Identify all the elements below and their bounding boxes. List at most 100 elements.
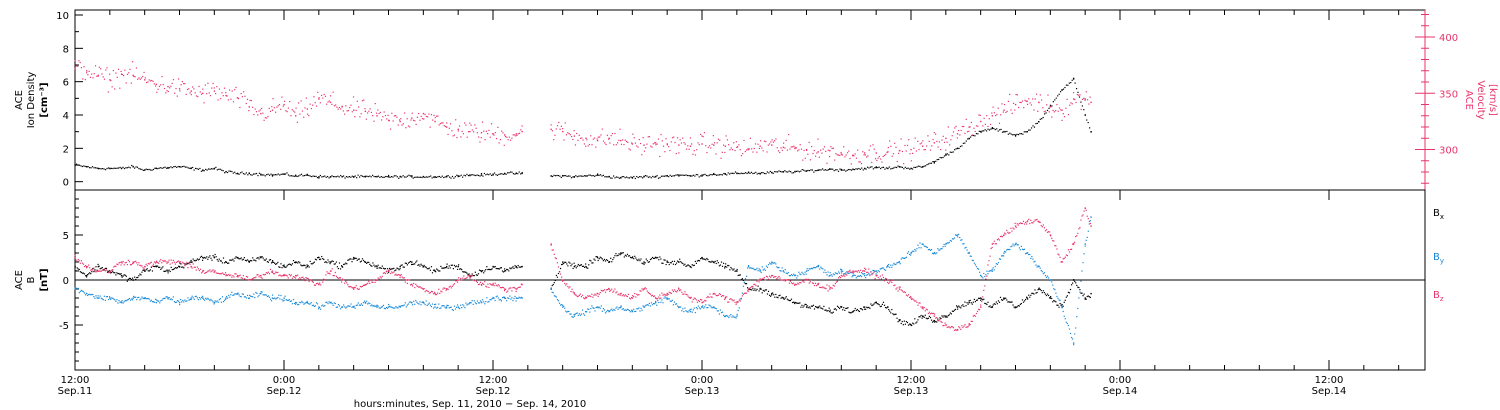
b-point [585,296,587,298]
b-point [1055,292,1057,294]
b-point [473,275,475,277]
velocity-point [942,135,944,137]
velocity-point [179,90,181,92]
b-point [372,281,374,284]
b-point [357,288,359,290]
velocity-point [327,101,329,103]
b-point [1086,236,1088,238]
b-point [1081,270,1083,272]
b-point [844,275,846,277]
b-point [783,271,785,273]
b-point [398,274,400,276]
b-point [941,315,943,317]
b-point [972,301,974,303]
b-point [344,306,346,308]
density-point [480,172,483,175]
b-point [959,306,961,308]
b-point [887,265,889,268]
density-point [946,153,948,155]
b-point [187,262,189,265]
b-point [1063,315,1065,317]
velocity-point [1019,101,1021,103]
b-point [951,310,954,312]
b-point [718,265,721,267]
b-point [478,302,481,304]
b-point [772,262,774,264]
b-point [142,297,144,299]
b-point [603,309,606,311]
density-point [325,176,327,178]
density-point [791,172,793,174]
velocity-point [126,73,129,76]
b-point [784,297,786,299]
b-point [1036,218,1038,221]
b-point [684,263,686,265]
b-point [759,288,761,290]
density-point [210,168,213,170]
b-point [773,262,775,264]
b-point [1026,296,1028,298]
b-point [900,322,902,325]
velocity-point [329,95,332,97]
density-point [383,176,385,178]
velocity-point [637,146,639,148]
density-point [752,172,754,175]
b-point [792,273,795,275]
b-point [290,300,293,302]
b-point [569,313,571,315]
velocity-point [706,151,708,154]
b-point [336,306,338,308]
b-point [404,302,406,304]
b-point [305,301,307,304]
b-point [170,266,172,269]
b-point [626,253,629,255]
density-point [515,172,517,174]
b-point [711,307,713,309]
velocity-point [622,139,624,141]
density-point [165,167,168,169]
b-point [270,300,273,302]
density-point [996,128,998,130]
density-point [1075,88,1078,90]
b-point [239,274,241,276]
b-point [136,276,138,279]
b-point [614,309,616,311]
velocity-point [1020,101,1022,104]
b-point [894,263,896,266]
density-point [788,170,790,172]
b-point [830,287,832,289]
b-point [860,308,863,310]
b-point [1013,245,1015,247]
density-point [219,168,221,170]
velocity-point [457,130,459,132]
b-point [391,268,393,270]
b-point [974,264,977,266]
b-point [210,271,212,273]
velocity-point [754,143,757,145]
b-point [437,292,439,294]
velocity-point [204,84,206,86]
b-point [87,266,89,268]
b-point [184,299,186,301]
b-point [704,258,706,260]
velocity-point [1000,114,1002,116]
velocity-point [239,106,241,109]
density-point [659,177,661,179]
b-point [264,259,266,261]
density-point [186,166,188,168]
b-point [193,266,195,268]
b-point [306,264,308,266]
b-point [957,308,959,310]
b-point [844,309,846,311]
density-point [951,151,953,153]
b-point [864,267,866,269]
b-point [1026,223,1028,225]
density-point [1014,134,1017,136]
b-point [1073,242,1075,245]
density-point [321,176,323,178]
b-point [468,303,470,305]
b-point [463,271,465,273]
b-point [515,300,517,302]
b-point [189,298,191,301]
b-point [490,268,492,271]
